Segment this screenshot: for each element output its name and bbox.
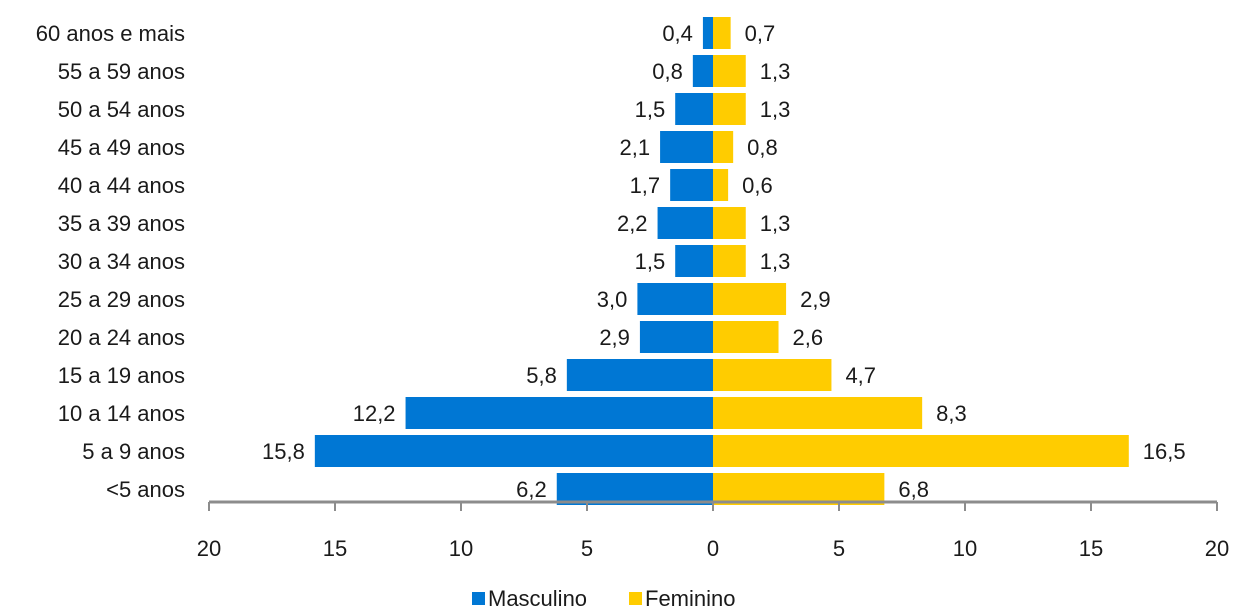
bar-masculino [692,55,713,87]
bar-feminino [713,397,923,429]
bar-masculino [657,207,713,239]
data-label-masculino: 0,8 [652,59,683,84]
x-tick-label: 15 [323,536,347,561]
data-label-feminino: 1,3 [760,249,791,274]
x-tick-label: 20 [1205,536,1229,561]
data-label-masculino: 1,7 [630,173,661,198]
bar-feminino [713,283,787,315]
bar-masculino [675,245,713,277]
bar-masculino [405,397,713,429]
data-label-feminino: 1,3 [760,211,791,236]
category-label: 55 a 59 anos [58,59,185,84]
category-label: 25 a 29 anos [58,287,185,312]
x-tick-label: 10 [449,536,473,561]
bar-masculino [675,93,713,125]
data-label-masculino: 5,8 [526,363,557,388]
data-label-feminino: 16,5 [1143,439,1186,464]
data-label-feminino: 1,3 [760,59,791,84]
data-label-masculino: 1,5 [635,249,666,274]
category-label: 35 a 39 anos [58,211,185,236]
x-tick-label: 20 [197,536,221,561]
data-label-feminino: 4,7 [845,363,876,388]
data-label-masculino: 3,0 [597,287,628,312]
category-label: 10 a 14 anos [58,401,185,426]
data-label-feminino: 2,9 [800,287,831,312]
legend-label-feminino: Feminino [645,586,735,610]
bar-masculino [670,169,713,201]
legend-swatch-feminino [629,592,642,605]
bar-feminino [713,321,779,353]
x-tick-label: 10 [953,536,977,561]
data-label-feminino: 1,3 [760,97,791,122]
x-tick-label: 0 [707,536,719,561]
category-label: 5 a 9 anos [82,439,185,464]
legend: Masculino Feminino [472,586,735,610]
x-axis: 20 15 10 5 0 5 10 15 20 [197,500,1229,561]
bar-feminino [713,17,731,49]
bar-masculino [639,321,713,353]
bar-feminino [713,207,746,239]
category-label: 30 a 34 anos [58,249,185,274]
bar-feminino [713,169,729,201]
bar-feminino [713,131,734,163]
data-label-masculino: 15,8 [262,439,305,464]
category-labels-group: 60 anos e mais 55 a 59 anos 50 a 54 anos 45… [36,21,185,502]
data-label-masculino: 2,9 [599,325,630,350]
data-label-masculino: 2,1 [619,135,650,160]
data-label-masculino: 12,2 [353,401,396,426]
bar-masculino [314,435,713,467]
x-tick-label: 5 [581,536,593,561]
bar-feminino [713,435,1129,467]
bar-feminino [713,359,832,391]
data-label-feminino: 8,3 [936,401,967,426]
bar-feminino [713,473,885,505]
x-tick-label: 5 [833,536,845,561]
bar-masculino [556,473,713,505]
category-label: 40 a 44 anos [58,173,185,198]
data-label-masculino: 2,2 [617,211,648,236]
category-label: <5 anos [106,477,185,502]
category-label: 20 a 24 anos [58,325,185,350]
legend-label-masculino: Masculino [488,586,587,610]
bar-masculino [566,359,713,391]
data-label-feminino: 0,6 [742,173,773,198]
category-label: 50 a 54 anos [58,97,185,122]
category-label: 60 anos e mais [36,21,185,46]
data-label-masculino: 1,5 [635,97,666,122]
data-label-feminino: 0,8 [747,135,778,160]
bar-masculino [702,17,713,49]
bars-group [314,17,1129,505]
data-label-masculino: 0,4 [662,21,693,46]
data-labels-group: 0,4 0,7 0,8 1,3 1,5 1,3 2,1 0,8 1,7 0,6 2,2 1,3 1,5 1… [262,21,1186,502]
bar-masculino [660,131,713,163]
bar-feminino [713,93,746,125]
bar-feminino [713,55,746,87]
data-label-masculino: 6,2 [516,477,547,502]
category-label: 45 a 49 anos [58,135,185,160]
category-label: 15 a 19 anos [58,363,185,388]
bar-feminino [713,245,746,277]
data-label-feminino: 0,7 [745,21,776,46]
bar-masculino [637,283,713,315]
data-label-feminino: 6,8 [898,477,929,502]
data-label-feminino: 2,6 [793,325,824,350]
x-tick-label: 15 [1079,536,1103,561]
legend-swatch-masculino [472,592,485,605]
